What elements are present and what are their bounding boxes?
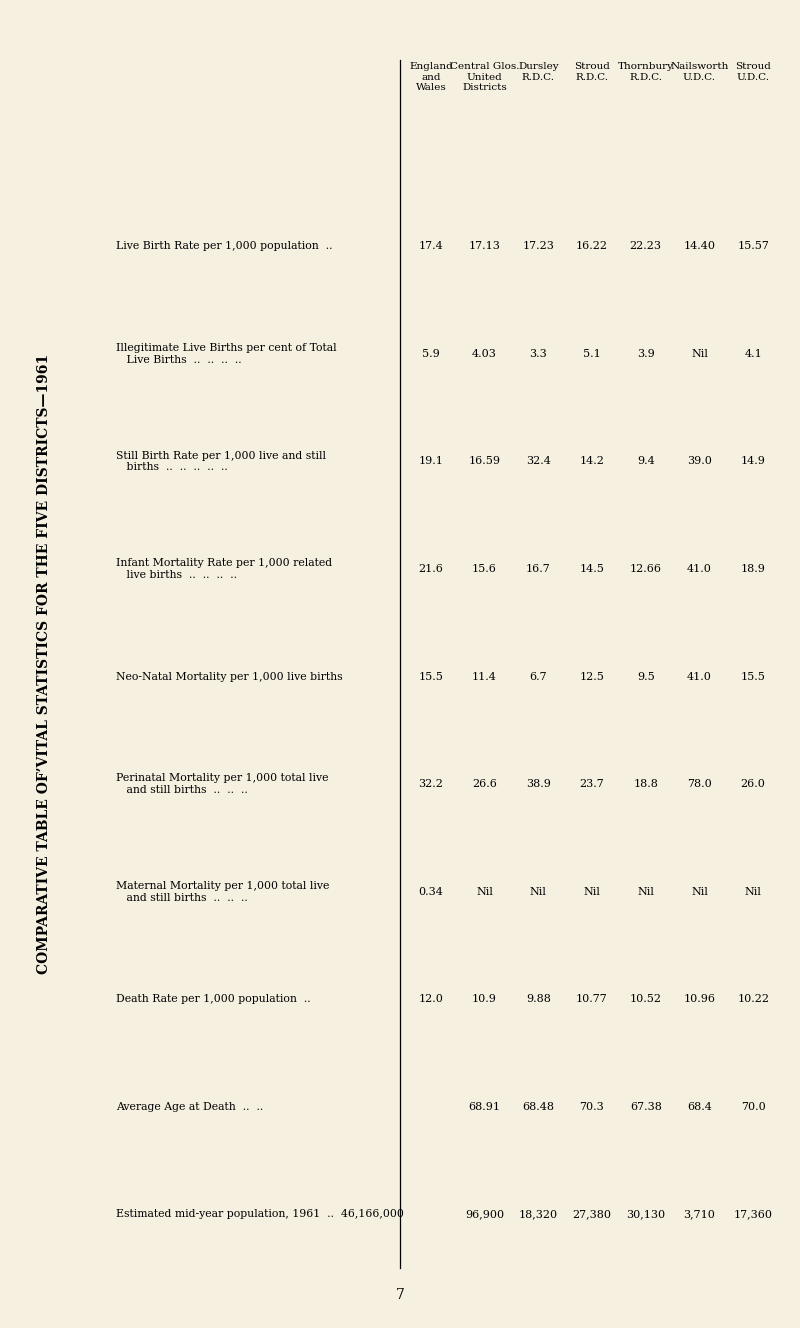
Text: 15.6: 15.6 <box>472 564 497 574</box>
Text: 70.3: 70.3 <box>580 1102 604 1112</box>
Text: 67.38: 67.38 <box>630 1102 662 1112</box>
Text: 17,360: 17,360 <box>734 1210 773 1219</box>
Text: COMPARATIVE TABLE OF’VITAL STATISTICS FOR THE FIVE DISTRICTS—1961: COMPARATIVE TABLE OF’VITAL STATISTICS FO… <box>37 355 51 973</box>
Text: Stroud
U.D.C.: Stroud U.D.C. <box>735 62 771 82</box>
Text: 15.5: 15.5 <box>741 672 766 681</box>
Text: Nailsworth
U.D.C.: Nailsworth U.D.C. <box>670 62 729 82</box>
Text: 26.6: 26.6 <box>472 780 497 789</box>
Text: 4.1: 4.1 <box>744 349 762 359</box>
Text: 15.5: 15.5 <box>418 672 443 681</box>
Text: 68.91: 68.91 <box>469 1102 501 1112</box>
Text: 17.13: 17.13 <box>469 242 501 251</box>
Text: Average Age at Death  ..  ..: Average Age at Death .. .. <box>116 1102 263 1112</box>
Text: 38.9: 38.9 <box>526 780 550 789</box>
Text: Nil: Nil <box>691 349 708 359</box>
Text: 70.0: 70.0 <box>741 1102 766 1112</box>
Text: Central Glos.
United
Districts: Central Glos. United Districts <box>450 62 519 92</box>
Text: 15.57: 15.57 <box>738 242 769 251</box>
Text: 18,320: 18,320 <box>518 1210 558 1219</box>
Text: 23.7: 23.7 <box>580 780 604 789</box>
Text: 9.88: 9.88 <box>526 995 550 1004</box>
Text: 3.3: 3.3 <box>530 349 547 359</box>
Text: Perinatal Mortality per 1,000 total live
   and still births  ..  ..  ..: Perinatal Mortality per 1,000 total live… <box>116 773 329 795</box>
Text: Nil: Nil <box>583 887 601 896</box>
Text: 27,380: 27,380 <box>573 1210 611 1219</box>
Text: Neo-Natal Mortality per 1,000 live births: Neo-Natal Mortality per 1,000 live birth… <box>116 672 342 681</box>
Text: 10.52: 10.52 <box>630 995 662 1004</box>
Text: Stroud
R.D.C.: Stroud R.D.C. <box>574 62 610 82</box>
Text: Nil: Nil <box>530 887 546 896</box>
Text: 21.6: 21.6 <box>418 564 443 574</box>
Text: Still Birth Rate per 1,000 live and still
   births  ..  ..  ..  ..  ..: Still Birth Rate per 1,000 live and stil… <box>116 450 326 473</box>
Text: 12.5: 12.5 <box>579 672 605 681</box>
Text: Live Birth Rate per 1,000 population  ..: Live Birth Rate per 1,000 population .. <box>116 242 333 251</box>
Text: 12.0: 12.0 <box>418 995 443 1004</box>
Text: 10.96: 10.96 <box>683 995 715 1004</box>
Text: Estimated mid-year population, 1961  ..  46,166,000: Estimated mid-year population, 1961 .. 4… <box>116 1210 404 1219</box>
Text: Nil: Nil <box>476 887 493 896</box>
Text: 14.5: 14.5 <box>579 564 605 574</box>
Text: 6.7: 6.7 <box>530 672 547 681</box>
Text: 26.0: 26.0 <box>741 780 766 789</box>
Text: 18.8: 18.8 <box>634 780 658 789</box>
Text: 12.66: 12.66 <box>630 564 662 574</box>
Text: 14.40: 14.40 <box>683 242 715 251</box>
Text: 19.1: 19.1 <box>418 457 443 466</box>
Text: 3.9: 3.9 <box>637 349 654 359</box>
Text: 78.0: 78.0 <box>687 780 712 789</box>
Text: 41.0: 41.0 <box>687 564 712 574</box>
Text: 16.7: 16.7 <box>526 564 550 574</box>
Text: 7: 7 <box>395 1288 405 1301</box>
Text: 22.23: 22.23 <box>630 242 662 251</box>
Text: 41.0: 41.0 <box>687 672 712 681</box>
Text: Nil: Nil <box>745 887 762 896</box>
Text: 32.4: 32.4 <box>526 457 550 466</box>
Text: England
and
Wales: England and Wales <box>409 62 453 92</box>
Text: Thornbury
R.D.C.: Thornbury R.D.C. <box>618 62 674 82</box>
Text: 18.9: 18.9 <box>741 564 766 574</box>
Text: 5.9: 5.9 <box>422 349 440 359</box>
Text: 10.22: 10.22 <box>737 995 769 1004</box>
Text: Nil: Nil <box>638 887 654 896</box>
Text: 32.2: 32.2 <box>418 780 443 789</box>
Text: 0.34: 0.34 <box>418 887 443 896</box>
Text: 11.4: 11.4 <box>472 672 497 681</box>
Text: 17.4: 17.4 <box>418 242 443 251</box>
Text: 68.4: 68.4 <box>687 1102 712 1112</box>
Text: Infant Mortality Rate per 1,000 related
   live births  ..  ..  ..  ..: Infant Mortality Rate per 1,000 related … <box>116 558 332 580</box>
Text: 30,130: 30,130 <box>626 1210 666 1219</box>
Text: 16.22: 16.22 <box>576 242 608 251</box>
Text: 9.5: 9.5 <box>637 672 654 681</box>
Text: 14.2: 14.2 <box>579 457 605 466</box>
Text: 9.4: 9.4 <box>637 457 654 466</box>
Text: Death Rate per 1,000 population  ..: Death Rate per 1,000 population .. <box>116 995 310 1004</box>
Text: Maternal Mortality per 1,000 total live
   and still births  ..  ..  ..: Maternal Mortality per 1,000 total live … <box>116 880 330 903</box>
Text: 96,900: 96,900 <box>465 1210 504 1219</box>
Text: 5.1: 5.1 <box>583 349 601 359</box>
Text: Illegitimate Live Births per cent of Total
   Live Births  ..  ..  ..  ..: Illegitimate Live Births per cent of Tot… <box>116 343 337 365</box>
Text: 10.77: 10.77 <box>576 995 608 1004</box>
Text: Nil: Nil <box>691 887 708 896</box>
Text: Dursley
R.D.C.: Dursley R.D.C. <box>518 62 558 82</box>
Text: 39.0: 39.0 <box>687 457 712 466</box>
Text: 3,710: 3,710 <box>683 1210 715 1219</box>
Text: 17.23: 17.23 <box>522 242 554 251</box>
Text: 10.9: 10.9 <box>472 995 497 1004</box>
Text: 68.48: 68.48 <box>522 1102 554 1112</box>
Text: 4.03: 4.03 <box>472 349 497 359</box>
Text: 16.59: 16.59 <box>469 457 501 466</box>
Text: 14.9: 14.9 <box>741 457 766 466</box>
